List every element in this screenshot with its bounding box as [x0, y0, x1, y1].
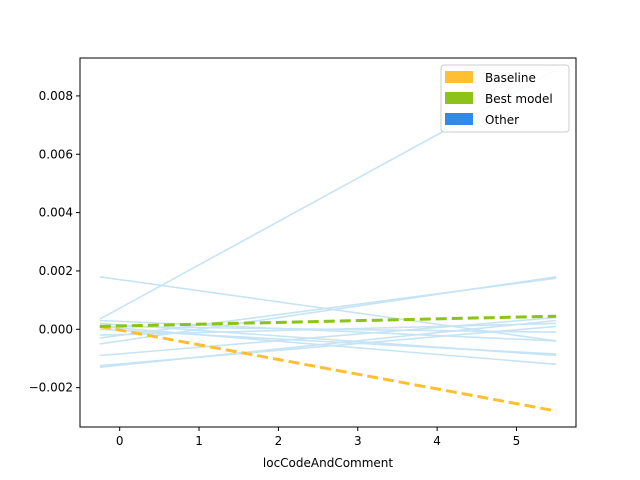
legend-label: Best model	[485, 92, 553, 106]
legend-swatch	[445, 92, 473, 104]
series-line-other-6	[99, 316, 557, 357]
y-tick-label: −0.002	[29, 381, 73, 395]
x-tick-label: 3	[354, 434, 362, 448]
x-axis-label: locCodeAndComment	[263, 456, 394, 470]
x-tick-label: 2	[275, 434, 283, 448]
legend-swatch	[445, 113, 473, 125]
y-tick-label: 0.004	[39, 206, 73, 220]
series-line-baseline-13	[99, 324, 557, 413]
y-axis: −0.002 0.000 0.002 0.004 0.006 0.008	[29, 89, 80, 395]
y-tick-label: 0.000	[39, 322, 73, 336]
legend: Baseline Best model Other	[440, 64, 570, 133]
x-axis: 0 1 2 3 4 5	[116, 427, 520, 448]
x-tick-label: 1	[195, 434, 203, 448]
legend-swatch	[445, 71, 473, 83]
y-tick-label: 0.006	[39, 147, 73, 161]
series-line-other-12	[99, 319, 557, 342]
series-line-best-model-14	[99, 314, 557, 328]
x-tick-label: 0	[116, 434, 124, 448]
legend-label: Baseline	[485, 71, 536, 85]
y-tick-label: 0.008	[39, 89, 73, 103]
series-line-other-11	[99, 322, 557, 336]
y-tick-label: 0.002	[39, 264, 73, 278]
x-tick-label: 4	[433, 434, 441, 448]
series-layer	[99, 68, 557, 413]
plot-frame	[79, 57, 577, 428]
x-tick-label: 5	[513, 434, 521, 448]
legend-label: Other	[485, 113, 519, 127]
